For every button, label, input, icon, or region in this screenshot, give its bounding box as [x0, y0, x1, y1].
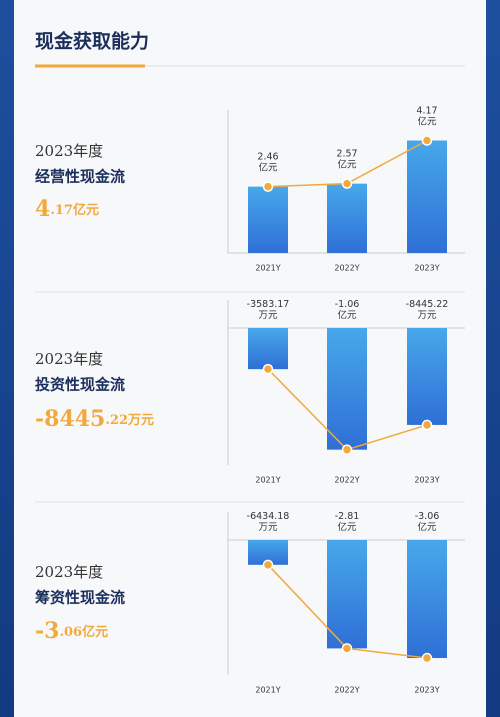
highlight-part: -3 — [35, 618, 59, 644]
bar — [327, 328, 367, 450]
value-label: 2.57 亿元 — [336, 148, 357, 170]
metric-name: 经营性现金流 — [35, 168, 125, 186]
value-number: 2.57 — [336, 148, 357, 159]
trend-dot — [421, 135, 433, 146]
trend-dot — [341, 444, 353, 455]
value-label: -2.81 亿元 — [335, 511, 360, 533]
header-title: 现金获取能力 — [35, 30, 149, 53]
highlight-part: .06 — [59, 625, 82, 640]
highlight-part: 万元 — [127, 413, 154, 428]
value-unit: 万元 — [417, 310, 437, 321]
x-tick-label: 2022Y — [334, 686, 359, 695]
trend-dot — [421, 419, 433, 431]
highlight-value: 4.17亿元 — [35, 196, 99, 222]
metric-name: 投资性现金流 — [35, 376, 125, 394]
trend-dot — [262, 363, 274, 375]
value-unit: 亿元 — [417, 115, 437, 127]
value-number: -8445.22 — [406, 299, 449, 310]
value-unit: 亿元 — [258, 161, 278, 173]
highlight-part: .22 — [105, 413, 128, 428]
bar — [327, 183, 367, 253]
highlight-value: -3.06亿元 — [35, 618, 108, 644]
trend-dot — [262, 559, 274, 571]
x-tick-label: 2021Y — [255, 476, 280, 485]
trend-dot — [421, 652, 433, 664]
value-label: -3.06 亿元 — [415, 511, 440, 533]
bar — [248, 186, 288, 253]
value-number: -2.81 — [335, 511, 360, 522]
value-number: -6434.18 — [247, 511, 290, 522]
value-unit: 亿元 — [337, 309, 357, 321]
value-label: 2.46 亿元 — [257, 151, 278, 173]
value-number: -3.06 — [415, 511, 440, 522]
bar — [327, 540, 367, 649]
value-unit: 亿元 — [337, 158, 357, 170]
value-label: -6434.18 万元 — [247, 511, 290, 533]
year-label: 2023年度 — [35, 142, 103, 160]
value-unit: 亿元 — [417, 521, 437, 533]
year-label: 2023年度 — [35, 563, 103, 581]
value-label: -8445.22 万元 — [406, 299, 449, 321]
highlight-part: 亿元 — [82, 624, 108, 640]
x-tick-label: 2021Y — [255, 686, 280, 695]
bar — [407, 540, 447, 659]
highlight-value: -8445.22万元 — [35, 406, 154, 432]
year-label: 2023年度 — [35, 350, 103, 368]
value-number: -3583.17 — [247, 299, 290, 310]
bar — [248, 328, 288, 370]
x-tick-label: 2023Y — [414, 476, 439, 485]
value-number: 2.46 — [257, 151, 278, 162]
highlight-part: 亿元 — [73, 202, 99, 218]
x-tick-label: 2022Y — [334, 264, 359, 273]
highlight-part: .17 — [50, 203, 73, 218]
trend-dot — [341, 643, 353, 654]
value-label: -1.06 亿元 — [335, 299, 360, 321]
trend-dot — [341, 178, 353, 189]
value-label: -3583.17 万元 — [247, 299, 290, 321]
highlight-part: 4 — [35, 196, 50, 222]
bar — [407, 140, 447, 253]
highlight-part: -8445 — [35, 406, 105, 432]
x-tick-label: 2023Y — [414, 686, 439, 695]
value-label: 4.17 亿元 — [416, 105, 437, 127]
x-tick-label: 2022Y — [334, 476, 359, 485]
value-unit: 万元 — [258, 310, 278, 321]
value-unit: 万元 — [258, 522, 278, 533]
bar — [407, 328, 447, 425]
metric-name: 筹资性现金流 — [35, 589, 125, 607]
x-tick-label: 2023Y — [414, 264, 439, 273]
trend-dot — [262, 181, 274, 192]
value-number: 4.17 — [416, 105, 437, 116]
value-unit: 亿元 — [337, 521, 357, 533]
value-number: -1.06 — [335, 299, 360, 310]
x-tick-label: 2021Y — [255, 264, 280, 273]
